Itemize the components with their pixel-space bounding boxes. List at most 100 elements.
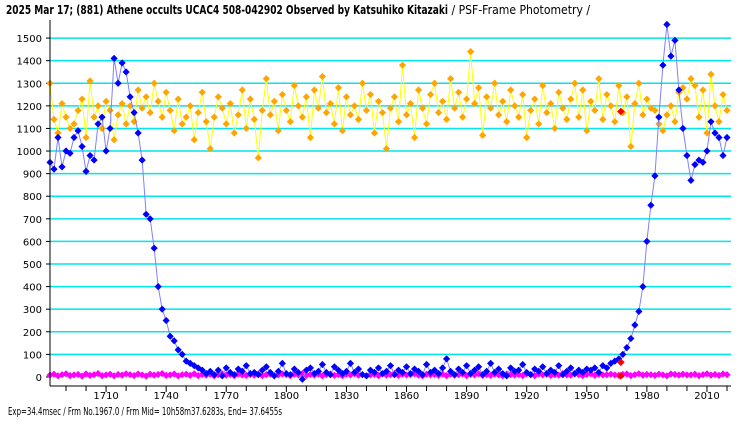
comparison-point [170, 127, 178, 135]
comparison-point [362, 106, 371, 114]
target-point [535, 367, 543, 375]
target-point [475, 363, 483, 371]
target-point [471, 366, 479, 374]
x-tick-label: 1830 [334, 391, 359, 402]
target-point [723, 133, 731, 142]
background-point [475, 370, 483, 378]
comparison-point [382, 145, 391, 153]
comparison-point [450, 104, 459, 112]
target-point [262, 363, 270, 371]
target-point [50, 165, 58, 173]
comparison-point [310, 86, 318, 94]
comparison-point [559, 104, 567, 112]
target-point [699, 158, 707, 166]
comparison-point [210, 113, 218, 121]
y-tick-label: 800 [23, 192, 42, 203]
comparison-point [723, 106, 731, 114]
comparison-point [122, 120, 130, 128]
comparison-point [398, 61, 407, 69]
comparison-point [499, 97, 507, 105]
comparison-point [651, 106, 659, 114]
comparison-point [242, 124, 250, 133]
target-point [138, 156, 146, 164]
target-point [274, 367, 282, 375]
comparison-point [366, 90, 375, 99]
comparison-line [49, 51, 728, 158]
target-point [82, 167, 90, 175]
background-point [455, 371, 463, 379]
target-point [198, 366, 206, 374]
x-tick-label: 2010 [694, 391, 719, 402]
x-tick-label: 1770 [214, 391, 239, 402]
comparison-point [507, 86, 515, 94]
target-point [551, 368, 559, 377]
comparison-point [426, 90, 435, 99]
target-point [430, 366, 439, 374]
comparison-point [286, 118, 294, 126]
background-point [110, 372, 118, 380]
background-point [699, 371, 707, 379]
target-point [595, 368, 603, 377]
comparison-point [591, 106, 599, 114]
background-point [683, 371, 691, 379]
background-point [675, 371, 683, 379]
comparison-point [663, 111, 671, 119]
comparison-point [475, 84, 483, 92]
background-point [422, 370, 431, 378]
target-point [567, 364, 575, 372]
target-point [563, 367, 571, 375]
background-point [158, 369, 166, 378]
target-point [170, 337, 178, 345]
chart-title-main: 2025 Mar 17; (881) Athene occults UCAC4 … [6, 3, 448, 17]
comparison-point [695, 113, 703, 121]
y-tick-label: 1100 [17, 124, 42, 135]
y-tick-label: 1400 [17, 57, 42, 68]
comparison-point [134, 86, 142, 94]
target-point [94, 120, 102, 128]
target-point [230, 371, 238, 379]
target-point [174, 346, 182, 354]
background-point [178, 371, 186, 379]
target-point [599, 362, 607, 370]
comparison-point [687, 75, 695, 83]
comparison-point [519, 90, 527, 99]
target-point [611, 357, 619, 365]
target-point [318, 360, 326, 369]
comparison-point [406, 99, 415, 108]
comparison-point [635, 79, 643, 87]
comparison-point [354, 115, 363, 124]
target-point [603, 364, 611, 372]
comparison-point [463, 95, 471, 103]
comparison-point [394, 118, 403, 126]
target-point [687, 176, 695, 185]
target-point [619, 350, 627, 358]
comparison-point [290, 81, 298, 90]
comparison-point [278, 90, 286, 99]
comparison-point [643, 95, 651, 103]
comparison-point [230, 129, 238, 137]
target-point [346, 359, 355, 368]
background-point [90, 371, 98, 379]
target-point [102, 147, 110, 155]
target-point [527, 371, 535, 379]
background-point [591, 371, 599, 379]
target-point [422, 360, 431, 369]
comparison-point [659, 127, 667, 135]
target-point [639, 282, 647, 291]
comparison-point [531, 95, 539, 103]
target-point [382, 367, 391, 375]
comparison-point [535, 120, 543, 128]
comparison-point [270, 97, 278, 105]
comparison-point [254, 154, 262, 162]
target-point [290, 365, 298, 373]
target-point [671, 36, 679, 44]
y-tick-label: 1500 [17, 34, 42, 45]
target-point [631, 321, 639, 329]
target-point [691, 160, 699, 169]
target-point [362, 372, 371, 380]
target-point [158, 305, 166, 313]
target-point [450, 371, 459, 379]
comparison-point [442, 115, 451, 124]
comparison-point [683, 95, 691, 103]
